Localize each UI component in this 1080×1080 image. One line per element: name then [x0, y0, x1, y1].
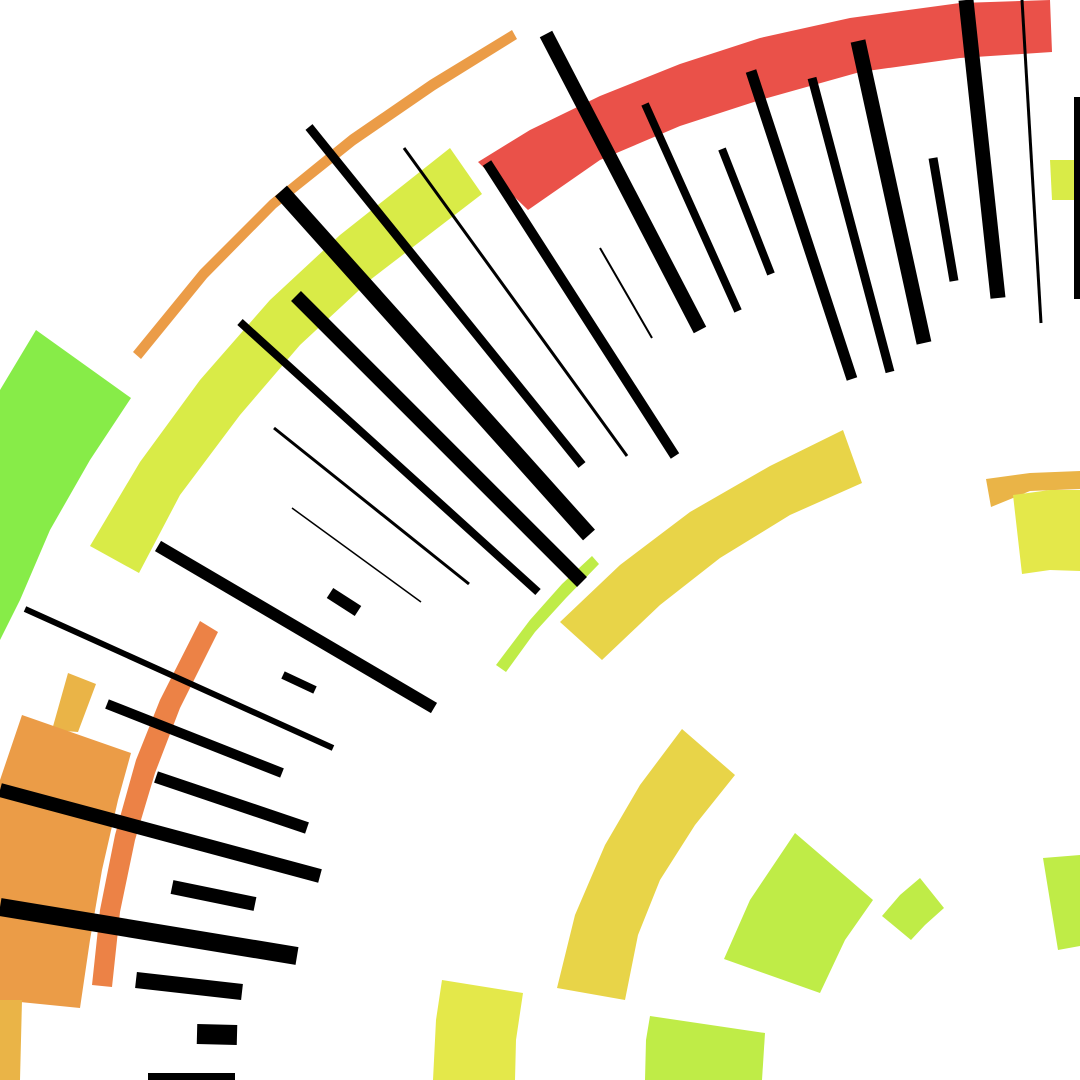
ring-segment-lime [724, 833, 873, 993]
tick-mark [641, 102, 742, 313]
tick-mark [402, 147, 629, 457]
tick-mark [273, 426, 470, 586]
tick-mark [599, 247, 653, 339]
tick-mark [958, 0, 1006, 299]
ring-segment-amber [52, 673, 96, 732]
tick-mark [0, 783, 322, 883]
ring-segment-lime [496, 556, 599, 672]
tick-mark [928, 157, 959, 282]
tick-mark [154, 540, 438, 714]
tick-mark [539, 30, 707, 334]
tick-mark [23, 606, 335, 751]
tick-mark [850, 39, 932, 345]
ring-segment-yellow [560, 430, 862, 660]
tick-mark [745, 69, 858, 381]
tick-mark [105, 699, 284, 778]
tick-mark [305, 124, 586, 468]
tick-mark [0, 898, 299, 965]
ring-segment-yellow [557, 729, 735, 1000]
tick-mark [135, 972, 243, 1000]
tick-mark [170, 880, 257, 911]
ring-segment-amber [986, 471, 1080, 507]
tick-mark [326, 587, 362, 617]
tick-mark [275, 185, 595, 541]
tick-mark [807, 76, 895, 374]
tick-mark [482, 160, 680, 459]
tick-mark [237, 319, 541, 595]
tick-mark [1020, 0, 1043, 324]
ring-segment-chartreuse [1050, 160, 1080, 200]
tick-mark [154, 771, 309, 834]
ring-segment-amber [0, 1000, 22, 1080]
ring-segment-green [0, 330, 131, 640]
ring-segment-lime [1043, 855, 1080, 950]
tick-mark [291, 291, 587, 587]
tick-mark [196, 1024, 238, 1045]
tick-mark [281, 671, 317, 694]
ring-segment-orange [0, 715, 131, 1008]
ring-segment-red [478, 0, 1052, 210]
ring-segment-dark_orange [92, 621, 218, 987]
ring-segment-lime [882, 878, 944, 940]
ring-segment-lemon [1013, 490, 1080, 574]
tick-mark [291, 507, 422, 603]
tick-mark [718, 147, 775, 276]
ring-segment-lime [645, 1016, 765, 1080]
ring-segment-lemon [433, 980, 523, 1080]
